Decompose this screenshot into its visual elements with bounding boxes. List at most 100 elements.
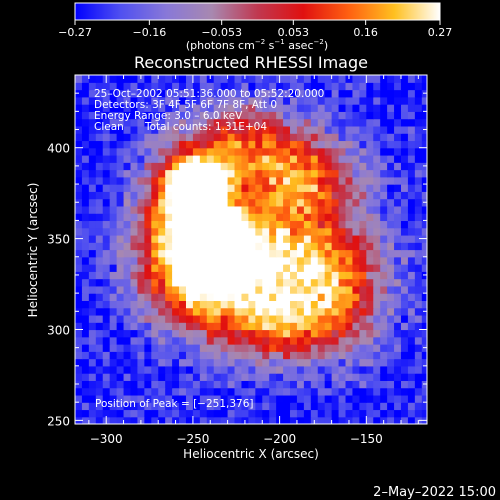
y-tick-label: 400 <box>47 142 70 156</box>
heatmap-cell <box>123 220 132 229</box>
heatmap-cell <box>262 402 270 411</box>
heatmap-cell <box>394 89 402 98</box>
heatmap-cell <box>241 365 249 374</box>
heatmap-cell <box>338 213 347 222</box>
heatmap-cell <box>359 293 367 301</box>
heatmap-cell <box>144 205 152 214</box>
heatmap-cell <box>338 344 347 352</box>
heatmap-cell <box>130 314 139 323</box>
heatmap-cell <box>290 104 298 112</box>
heatmap-cell <box>338 154 347 163</box>
heatmap-cell <box>324 154 333 163</box>
heatmap-cell <box>352 300 360 309</box>
heatmap-cell <box>283 118 291 127</box>
heatmap-cell <box>144 271 152 280</box>
heatmap-cell <box>394 125 402 134</box>
heatmap-cell <box>130 75 139 83</box>
heatmap-cell <box>255 176 263 185</box>
heatmap-cell <box>206 176 215 185</box>
heatmap-cell <box>276 409 284 418</box>
heatmap-cell <box>185 416 194 424</box>
heatmap-cell <box>137 322 145 331</box>
heatmap-cell <box>116 394 125 403</box>
heatmap-cell <box>303 322 312 331</box>
heatmap-cell <box>123 351 132 360</box>
heatmap-cell <box>81 133 90 142</box>
heatmap-cell <box>400 307 409 316</box>
heatmap-cell <box>158 358 166 367</box>
heatmap-cell <box>394 82 402 91</box>
heatmap-cell <box>387 162 395 171</box>
heatmap-cell <box>116 387 125 396</box>
heatmap-cell <box>407 358 416 367</box>
plot-frame <box>74 74 428 425</box>
annotation-total-counts: Total counts: 1.31E+04 <box>144 121 267 133</box>
heatmap-cell <box>269 111 277 120</box>
heatmap-cell <box>303 118 312 127</box>
heatmap-cell <box>283 402 291 411</box>
heatmap-cell <box>296 133 305 142</box>
heatmap-cell <box>290 220 298 229</box>
heatmap-cell <box>290 75 298 83</box>
heatmap-cell <box>130 249 139 258</box>
heatmap-cell <box>331 394 340 403</box>
heatmap-cell <box>331 205 340 214</box>
heatmap-cell <box>296 278 305 287</box>
heatmap-cell <box>227 125 236 134</box>
heatmap-cell <box>81 256 90 265</box>
heatmap-cell <box>255 234 263 243</box>
heatmap-cell <box>102 373 111 381</box>
heatmap-cell <box>387 387 395 396</box>
heatmap-cell <box>165 104 173 112</box>
heatmap-cell <box>102 205 111 214</box>
heatmap-cell <box>179 184 187 192</box>
heatmap-cell <box>151 140 159 149</box>
heatmap-cell <box>331 198 340 207</box>
heatmap-cell <box>88 373 97 381</box>
heatmap-cell <box>338 387 347 396</box>
heatmap-cell <box>241 191 249 200</box>
heatmap-cell <box>116 75 125 83</box>
heatmap-cell <box>137 227 145 236</box>
heatmap-cell <box>199 147 208 156</box>
heatmap-cell <box>123 344 132 352</box>
heatmap-cell <box>310 300 319 309</box>
heatmap-cell <box>359 329 367 338</box>
heatmap-cell <box>109 344 118 352</box>
heatmap-cell <box>345 300 354 309</box>
heatmap-cell <box>220 75 229 83</box>
heatmap-cell <box>130 373 139 381</box>
heatmap-cell <box>165 387 173 396</box>
heatmap-cell <box>227 154 236 163</box>
heatmap-cell <box>165 285 173 294</box>
heatmap-cell <box>206 133 215 142</box>
heatmap-cell <box>317 322 326 331</box>
heatmap-cell <box>199 213 208 222</box>
heatmap-cell <box>116 227 125 236</box>
heatmap-cell <box>359 380 367 389</box>
heatmap-cell <box>303 140 312 149</box>
heatmap-cell <box>380 285 388 294</box>
heatmap-cell <box>220 118 229 127</box>
heatmap-cell <box>352 285 360 294</box>
heatmap-cell <box>116 104 125 112</box>
heatmap-cell <box>352 227 360 236</box>
heatmap-cell <box>102 409 111 418</box>
heatmap-cell <box>290 82 298 91</box>
heatmap-cell <box>373 89 381 98</box>
heatmap-cell <box>144 169 152 178</box>
heatmap-cell <box>407 147 416 156</box>
heatmap-cell <box>137 89 145 98</box>
heatmap-cell <box>269 205 277 214</box>
heatmap-cell <box>165 154 173 163</box>
heatmap-cell <box>331 278 340 287</box>
heatmap-cell <box>290 264 298 272</box>
heatmap-cell <box>414 205 423 214</box>
heatmap-cell <box>234 111 243 120</box>
heatmap-cell <box>331 373 340 381</box>
heatmap-cell <box>338 322 347 331</box>
footer-date: 2–May–2022 15:00 <box>373 485 496 500</box>
heatmap-cell <box>421 169 427 178</box>
heatmap-cell <box>75 293 83 301</box>
heatmap-cell <box>276 365 284 374</box>
